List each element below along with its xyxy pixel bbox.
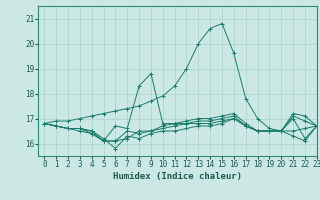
X-axis label: Humidex (Indice chaleur): Humidex (Indice chaleur) [113,172,242,181]
